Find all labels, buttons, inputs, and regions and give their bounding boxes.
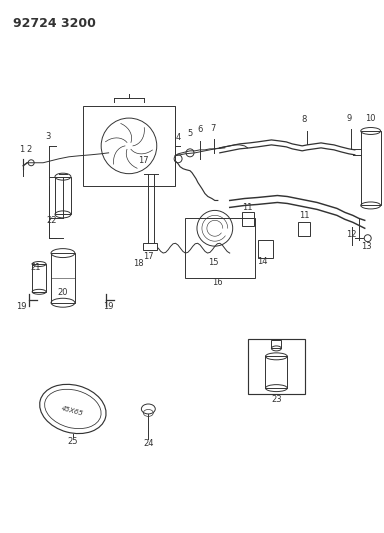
Bar xyxy=(265,357,287,388)
Text: 6: 6 xyxy=(197,125,203,134)
Bar xyxy=(248,340,305,394)
Text: 19: 19 xyxy=(16,302,26,311)
Text: 92724 3200: 92724 3200 xyxy=(13,17,96,30)
Text: 2: 2 xyxy=(26,146,32,155)
Bar xyxy=(83,106,175,185)
Text: 23: 23 xyxy=(271,394,282,403)
Text: 7: 7 xyxy=(210,124,215,133)
Text: 15: 15 xyxy=(209,257,219,266)
Bar xyxy=(258,240,273,258)
Bar xyxy=(242,212,253,227)
Bar xyxy=(185,219,255,278)
Text: 19: 19 xyxy=(103,302,114,311)
Text: 22: 22 xyxy=(47,216,57,225)
Bar xyxy=(32,264,46,292)
Bar xyxy=(361,131,381,205)
Text: 17: 17 xyxy=(138,156,149,165)
Text: 3: 3 xyxy=(45,132,51,141)
Bar xyxy=(143,243,157,250)
Text: 45X65: 45X65 xyxy=(61,405,84,417)
Text: 21: 21 xyxy=(31,263,41,272)
Text: 11: 11 xyxy=(299,211,310,220)
Bar xyxy=(55,176,71,214)
Text: 13: 13 xyxy=(361,241,372,251)
Text: 5: 5 xyxy=(187,130,193,139)
Bar xyxy=(271,341,281,349)
Text: 18: 18 xyxy=(133,259,144,268)
Text: 4: 4 xyxy=(175,133,181,142)
Text: 10: 10 xyxy=(366,114,376,123)
Text: 17: 17 xyxy=(143,252,154,261)
Text: 8: 8 xyxy=(301,115,307,124)
Text: 16: 16 xyxy=(212,278,223,287)
Text: 20: 20 xyxy=(58,288,68,297)
Text: 11: 11 xyxy=(242,203,253,212)
Text: 14: 14 xyxy=(257,256,268,265)
Text: 9: 9 xyxy=(346,114,351,123)
Text: 12: 12 xyxy=(347,230,357,239)
Text: 25: 25 xyxy=(68,437,78,446)
Bar xyxy=(298,222,310,236)
Text: 1: 1 xyxy=(18,146,24,155)
Bar xyxy=(51,253,75,303)
Text: 24: 24 xyxy=(143,439,154,448)
